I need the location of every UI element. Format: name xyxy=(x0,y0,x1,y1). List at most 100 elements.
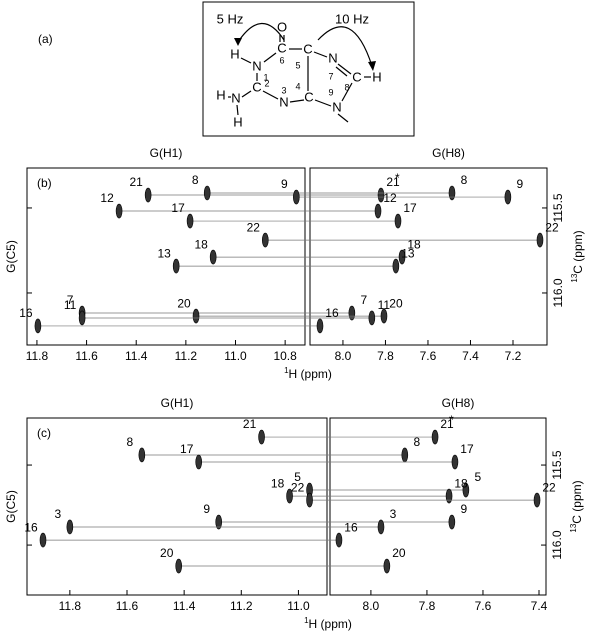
peak-label: 20 xyxy=(160,546,174,560)
peak-label: 12 xyxy=(100,191,114,205)
peak xyxy=(368,310,376,326)
region-title: G(H8) xyxy=(442,396,475,410)
bond xyxy=(289,99,305,103)
atom: N xyxy=(279,94,288,109)
coupling: 5 Hz xyxy=(217,11,244,26)
x-tick-label: 7.6 xyxy=(475,599,492,613)
peak xyxy=(377,519,385,535)
x-axis-label: 1H (ppm) xyxy=(284,366,332,381)
peak xyxy=(34,318,42,334)
annotation: * xyxy=(449,413,454,427)
x-tick-label: 11.2 xyxy=(230,599,253,613)
bond xyxy=(263,52,277,63)
axis-unit: H (ppm) xyxy=(309,617,352,631)
peak-label: 13 xyxy=(401,246,415,260)
bond xyxy=(314,99,332,107)
isotope: 1 xyxy=(284,366,289,375)
peak xyxy=(504,189,512,205)
peak-label: 18 xyxy=(454,476,468,490)
coupling: 10 Hz xyxy=(335,11,369,26)
atom: N xyxy=(328,50,337,65)
x-tick-label: 8.0 xyxy=(363,599,380,613)
peak xyxy=(39,532,47,548)
x-tick-label: 7.8 xyxy=(377,349,394,363)
peak-label: 13 xyxy=(157,246,171,260)
peak-label: 21 xyxy=(129,175,143,189)
atom-number: 9 xyxy=(328,87,333,97)
spectrum-panel: G(H1) 11.8 11.6 11.4 11.2 11.0 G(H8) 8.0 7.8 7.6 7… xyxy=(4,396,584,631)
atom-number: 4 xyxy=(295,81,300,91)
peak-label: 11 xyxy=(64,298,77,312)
peak-label: 18 xyxy=(194,237,208,251)
coupling-arrow xyxy=(237,23,285,43)
peak xyxy=(261,232,269,248)
peak-label: 21 xyxy=(386,175,400,189)
bond xyxy=(337,63,352,75)
bond xyxy=(236,104,239,116)
axis-unit: H (ppm) xyxy=(289,367,332,381)
x-tick-label: 7.4 xyxy=(531,599,548,613)
y-axis-label: 13C (ppm) xyxy=(570,230,585,282)
peak-label: 9 xyxy=(461,502,468,516)
peak xyxy=(306,492,313,508)
coupling-arrow xyxy=(317,26,373,67)
peak xyxy=(374,203,382,219)
plot-frame xyxy=(26,417,328,596)
peak-label: 20 xyxy=(389,296,403,310)
isotope: 13 xyxy=(569,523,578,532)
x-tick-label: 11.6 xyxy=(116,599,139,613)
bond xyxy=(335,66,348,77)
atom: H xyxy=(216,87,225,102)
atom: H xyxy=(372,69,381,84)
peak xyxy=(448,514,456,530)
peak-label: 20 xyxy=(392,546,406,560)
peak-label: 18 xyxy=(407,237,421,251)
y-tick-label: 116.0 xyxy=(550,530,564,559)
peak xyxy=(380,308,388,324)
atom: C xyxy=(277,40,286,55)
peak xyxy=(66,519,74,535)
peak-label: 9 xyxy=(281,177,288,191)
x-tick-label: 7.4 xyxy=(462,349,479,363)
region-title: G(H8) xyxy=(432,146,465,160)
structure-frame xyxy=(202,1,415,137)
axis-unit: C (ppm) xyxy=(571,230,585,273)
peak-label: 8 xyxy=(192,173,199,187)
region-title: G(H1) xyxy=(161,396,194,410)
peak xyxy=(286,488,293,504)
x-tick-label: 11.6 xyxy=(75,349,98,363)
bond xyxy=(262,90,279,100)
y-tick-label: 115.5 xyxy=(550,450,564,479)
peak-label: 7 xyxy=(67,293,74,307)
plot-frame xyxy=(329,417,547,596)
arrow-head xyxy=(234,38,242,46)
atom: H xyxy=(230,46,239,61)
x-tick-label: 8.0 xyxy=(335,349,352,363)
x-tick-label: 11.4 xyxy=(125,349,148,363)
peak-label: 22 xyxy=(291,480,305,494)
peak xyxy=(78,310,86,326)
annotation: * xyxy=(395,171,400,185)
peak xyxy=(398,249,406,265)
bond xyxy=(341,82,353,102)
peak-label: 22 xyxy=(542,480,556,494)
isotope: 13 xyxy=(570,273,579,282)
peak xyxy=(215,514,223,530)
peak xyxy=(533,492,541,508)
atom-number: 3 xyxy=(281,85,286,95)
x-tick-label: 11.4 xyxy=(173,599,196,613)
peak-label: 21 xyxy=(440,417,454,431)
isotope: 1 xyxy=(304,616,309,625)
peak-label: 22 xyxy=(247,220,261,234)
peak-label: 17 xyxy=(171,201,185,215)
peak-label: 17 xyxy=(403,201,417,215)
peak-label: 11 xyxy=(378,298,391,312)
atom-number: 7 xyxy=(328,71,333,81)
peak-label: 9 xyxy=(203,502,210,516)
y-axis-label: 13C (ppm) xyxy=(569,480,584,532)
atom: N xyxy=(332,99,341,114)
peak xyxy=(195,454,203,470)
peak-label: 18 xyxy=(271,476,285,490)
peak-label: 17 xyxy=(180,442,194,456)
